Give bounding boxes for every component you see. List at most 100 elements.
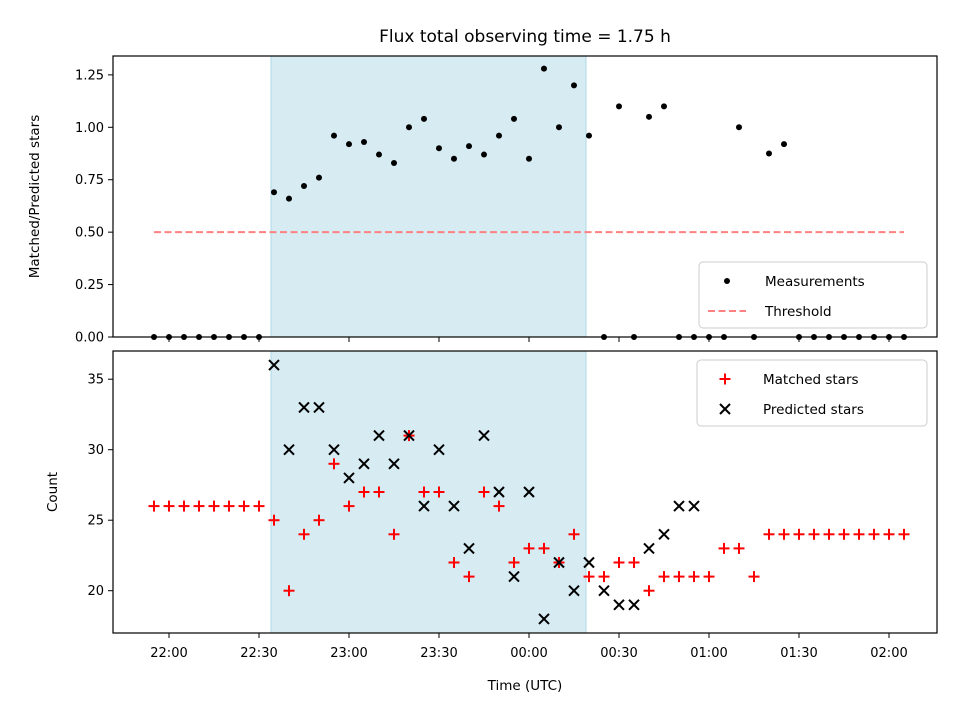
data-point	[538, 613, 550, 625]
data-point	[598, 584, 610, 597]
data-point	[643, 542, 655, 555]
data-point	[766, 150, 772, 157]
x-stroke-b	[418, 500, 430, 512]
data-point	[373, 486, 385, 498]
data-point	[478, 429, 490, 442]
data-point	[538, 542, 550, 554]
x-tick-label: 00:00	[510, 646, 547, 661]
data-point	[463, 571, 475, 583]
x-stroke-b	[373, 429, 385, 442]
data-point	[376, 151, 382, 158]
x-stroke-b	[328, 443, 340, 456]
data-point	[451, 155, 457, 162]
data-point	[193, 500, 205, 512]
data-point	[358, 458, 370, 470]
data-point	[298, 528, 310, 540]
data-point	[448, 500, 460, 512]
x-tick-label: 22:00	[150, 646, 187, 661]
axes-frame	[112, 350, 938, 634]
data-point	[658, 571, 670, 583]
x-tick-label: 01:30	[780, 646, 817, 661]
data-point	[178, 500, 190, 512]
x-stroke-b	[283, 443, 295, 456]
x-stroke-b	[598, 584, 610, 597]
y-axis-label: Matched/Predicted stars	[27, 115, 43, 278]
series-predicted-stars	[268, 359, 700, 625]
x-stroke-b	[673, 500, 685, 512]
data-point	[358, 486, 370, 498]
legend: Matched stars Predicted stars	[696, 359, 928, 427]
data-point	[403, 429, 415, 442]
data-point	[283, 443, 295, 456]
x-stroke-b	[478, 429, 490, 442]
data-point	[808, 528, 820, 540]
legend-label: Threshold	[764, 304, 832, 320]
data-point	[718, 542, 730, 554]
data-point	[268, 359, 280, 371]
x-tick-label: 01:00	[690, 646, 727, 661]
data-point	[373, 429, 385, 442]
y-tick-label: 1.25	[75, 68, 104, 83]
data-point	[586, 132, 592, 139]
data-point	[463, 542, 475, 555]
data-point	[673, 500, 685, 512]
x-stroke-b	[508, 570, 520, 583]
legend-box	[698, 261, 928, 329]
data-point	[838, 528, 850, 540]
data-point	[883, 528, 895, 540]
data-point	[763, 528, 775, 540]
data-point	[688, 500, 700, 512]
data-point	[628, 599, 640, 611]
y-tick-label: 0.50	[75, 226, 104, 241]
data-point	[163, 500, 175, 512]
data-point	[853, 528, 865, 540]
x-stroke-b	[493, 486, 505, 498]
data-point	[316, 174, 322, 181]
x-stroke-b	[538, 613, 550, 625]
data-point	[433, 486, 445, 498]
x-stroke-b	[298, 401, 310, 414]
data-point	[643, 585, 655, 597]
data-point	[733, 542, 745, 554]
data-point	[793, 528, 805, 540]
y-tick-label: 0.00	[75, 331, 104, 346]
legend-label: Matched stars	[763, 372, 859, 388]
data-point	[313, 401, 325, 414]
data-point	[343, 472, 355, 484]
legend-marker	[724, 278, 730, 284]
x-stroke-b	[643, 542, 655, 555]
data-point	[613, 599, 625, 611]
data-point	[688, 571, 700, 583]
data-point	[496, 132, 502, 139]
data-point	[628, 557, 640, 568]
data-point	[598, 571, 610, 583]
data-point	[583, 571, 595, 583]
data-point	[388, 528, 400, 540]
data-point	[481, 151, 487, 158]
data-point	[238, 500, 250, 512]
data-point	[391, 159, 397, 166]
data-point	[433, 443, 445, 456]
data-point	[466, 143, 472, 150]
data-point	[523, 542, 535, 554]
data-point	[421, 115, 427, 122]
data-point	[223, 500, 235, 512]
data-point	[313, 514, 325, 526]
data-point	[778, 528, 790, 540]
x-stroke-b	[658, 528, 670, 541]
y-axis-label: Count	[45, 472, 61, 512]
data-point	[418, 500, 430, 512]
data-point	[781, 141, 787, 148]
data-point	[568, 584, 580, 597]
chart-title: Flux total observing time = 1.75 h	[379, 27, 671, 47]
x-stroke-b	[719, 403, 731, 415]
data-point	[346, 141, 352, 148]
data-point	[418, 486, 430, 498]
legend-label: Measurements	[765, 274, 865, 290]
axes-frame	[112, 55, 938, 338]
x-stroke-b	[523, 486, 535, 498]
bottom-panel: 20 25 30 35 22:00 22:30 23:00 23:30 00:00 00:30 01…	[45, 350, 938, 694]
x-stroke-b	[448, 500, 460, 512]
x-stroke-b	[568, 584, 580, 597]
y-tick-label: 35	[87, 373, 104, 388]
